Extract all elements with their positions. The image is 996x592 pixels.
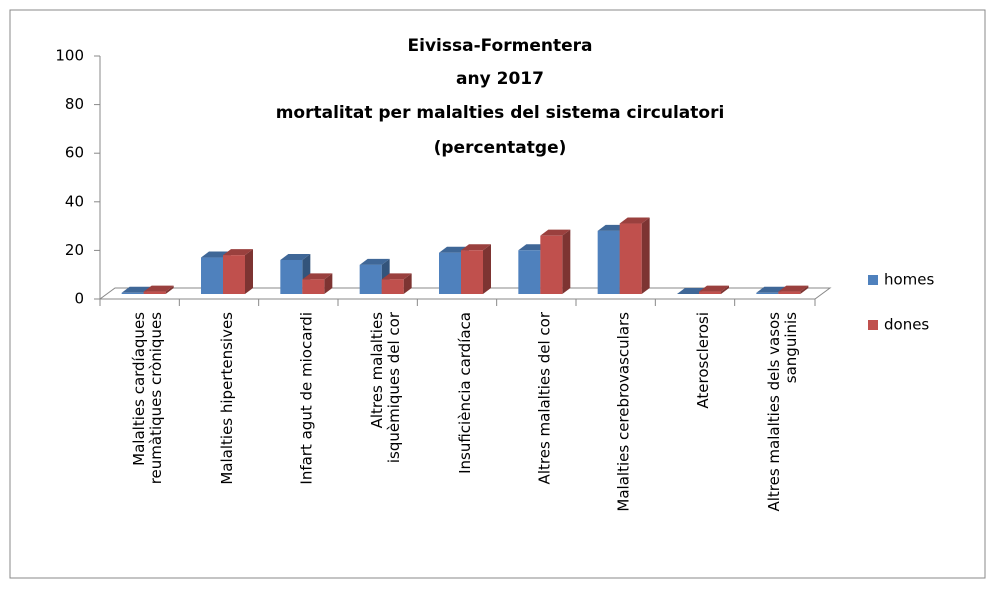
bar-side [483, 244, 491, 294]
legend-label: dones [884, 316, 929, 334]
x-tick-label: Aterosclerosi [694, 312, 712, 409]
bar-side [721, 285, 729, 294]
legend-swatch [868, 275, 878, 285]
bar-side [641, 217, 650, 294]
bar-side [562, 229, 571, 294]
bar-top [461, 244, 491, 251]
chart-title: any 2017 [456, 69, 544, 89]
bar-top [778, 285, 809, 292]
bar [223, 255, 245, 294]
bar [302, 279, 325, 294]
bar-top [143, 285, 174, 292]
bar-side [324, 273, 333, 294]
bar [461, 250, 483, 294]
y-tick-label: 20 [65, 241, 84, 259]
bar-side [165, 285, 174, 294]
bar-top [381, 273, 412, 280]
bar-side [800, 285, 809, 294]
bar [201, 257, 223, 294]
legend-label: homes [884, 271, 935, 289]
x-tick-label: Infart agut de miocardi [297, 312, 315, 485]
x-tick-label-group: Malalties cardíaquesreumàtiques crònique… [130, 312, 165, 484]
x-tick-label: Altres malalties del cor [535, 311, 553, 484]
bar [699, 291, 721, 294]
chart-title: (percentatge) [434, 138, 567, 158]
bar-side [245, 249, 253, 294]
y-tick-label: 0 [74, 290, 84, 308]
x-tick-label-group: Insuficiència cardíaca [456, 312, 474, 474]
bar [359, 264, 382, 294]
bar [439, 252, 461, 294]
bar-top [280, 253, 311, 260]
x-tick-label: Malalties cerebrovasculars [614, 312, 632, 512]
bar [518, 250, 541, 294]
bar-top [540, 229, 571, 236]
bar [597, 230, 620, 294]
y-tick-label: 80 [65, 95, 84, 113]
bar-side [403, 273, 412, 294]
bar-top [619, 217, 650, 224]
y-tick-label: 100 [55, 47, 84, 65]
bar [756, 292, 779, 294]
bar-top [223, 249, 253, 256]
bar [619, 223, 642, 294]
x-tick-label-group: Infart agut de miocardi [297, 312, 315, 485]
x-tick-label: Malalties hipertensives [218, 312, 236, 485]
legend-swatch [868, 320, 878, 330]
bar [280, 259, 303, 294]
x-tick-label-group: Malalties cerebrovasculars [614, 312, 632, 512]
x-tick-label-group: Malalties hipertensives [218, 312, 236, 485]
x-tick-label: Malalties cardíaquesreumàtiques crònique… [130, 312, 165, 484]
x-tick-label: Altres malaltiesisquèmiques del cor [368, 311, 403, 463]
bar-top [359, 258, 390, 265]
bar [381, 279, 404, 294]
x-tick-label: Insuficiència cardíaca [456, 312, 474, 474]
bar [540, 235, 563, 294]
y-tick-label: 60 [65, 144, 84, 162]
bar [778, 291, 801, 294]
chart-title: mortalitat per malalties del sistema cir… [276, 103, 725, 123]
bar [121, 292, 144, 294]
y-tick-label: 40 [65, 192, 84, 210]
x-tick-label-group: Altres malalties del cor [535, 311, 553, 484]
x-tick-label: Altres malalties dels vasossanguinis [764, 312, 799, 512]
x-tick-label-group: Altres malalties dels vasossanguinis [764, 312, 799, 512]
chart-title: Eivissa-Formentera [408, 36, 593, 56]
bar-top [302, 273, 333, 280]
bar [143, 291, 166, 294]
x-tick-label-group: Aterosclerosi [694, 312, 712, 409]
bar-top [699, 285, 729, 292]
x-tick-label-group: Altres malaltiesisquèmiques del cor [368, 311, 403, 463]
